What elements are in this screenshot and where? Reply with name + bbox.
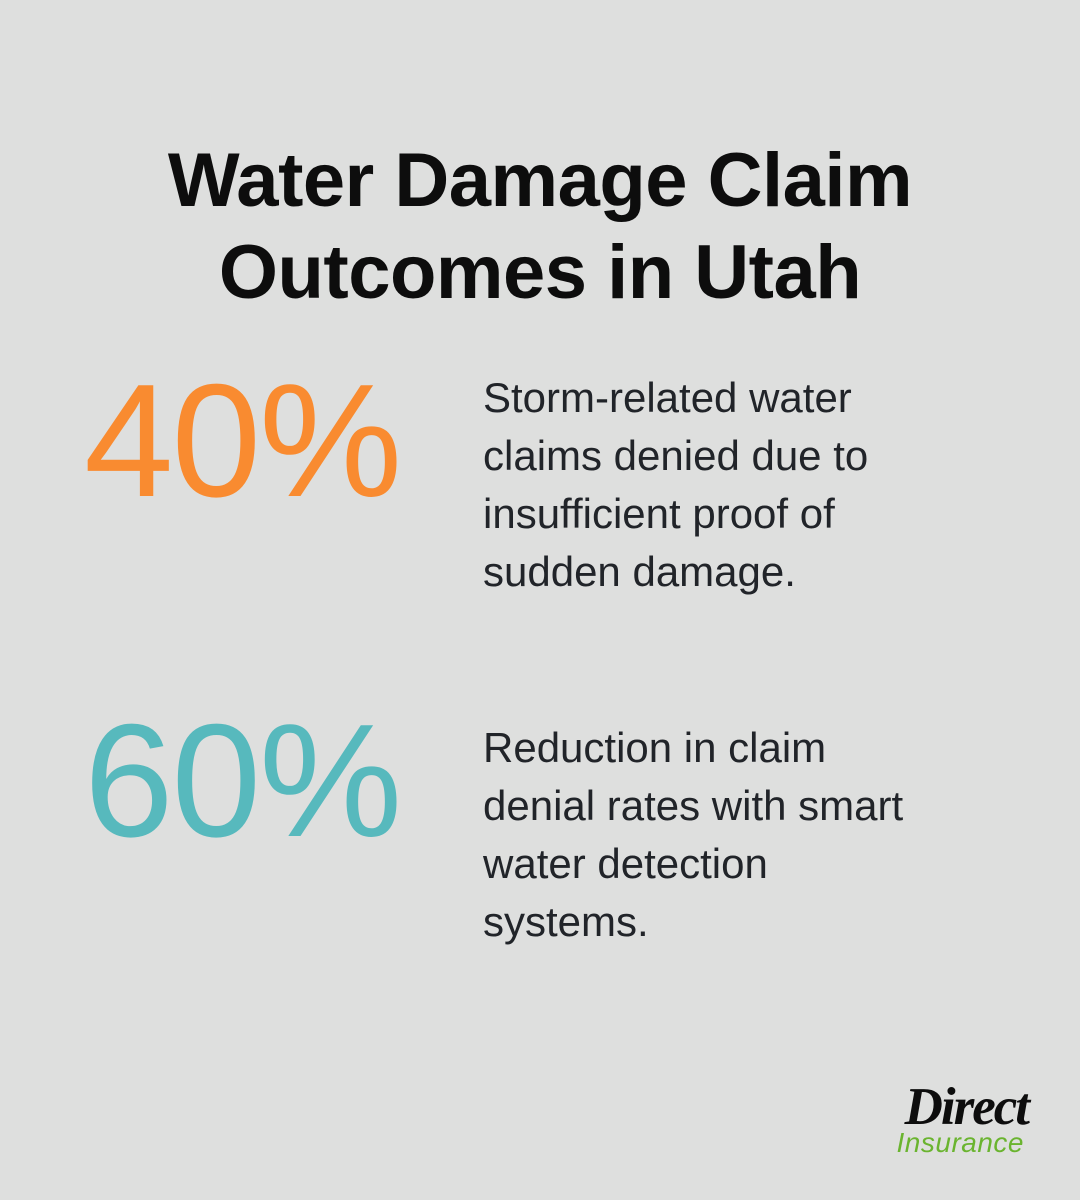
stat-description-storm-claims-denied: Storm-related water claims denied due to… <box>483 374 869 595</box>
insurance-wordmark: Insurance <box>896 1127 1024 1158</box>
stat-value-storm-claims-denied: 40% <box>84 351 402 531</box>
brand-logo: Direct Insurance <box>896 1078 1030 1158</box>
page-title: Water Damage Claim Outcomes in Utah <box>167 137 913 315</box>
direct-wordmark: Direct <box>904 1078 1030 1136</box>
stat-value-denial-rate-reduction: 60% <box>84 691 402 871</box>
stat-description-denial-rate-reduction: Reduction in claim denial rates with sma… <box>483 724 904 945</box>
